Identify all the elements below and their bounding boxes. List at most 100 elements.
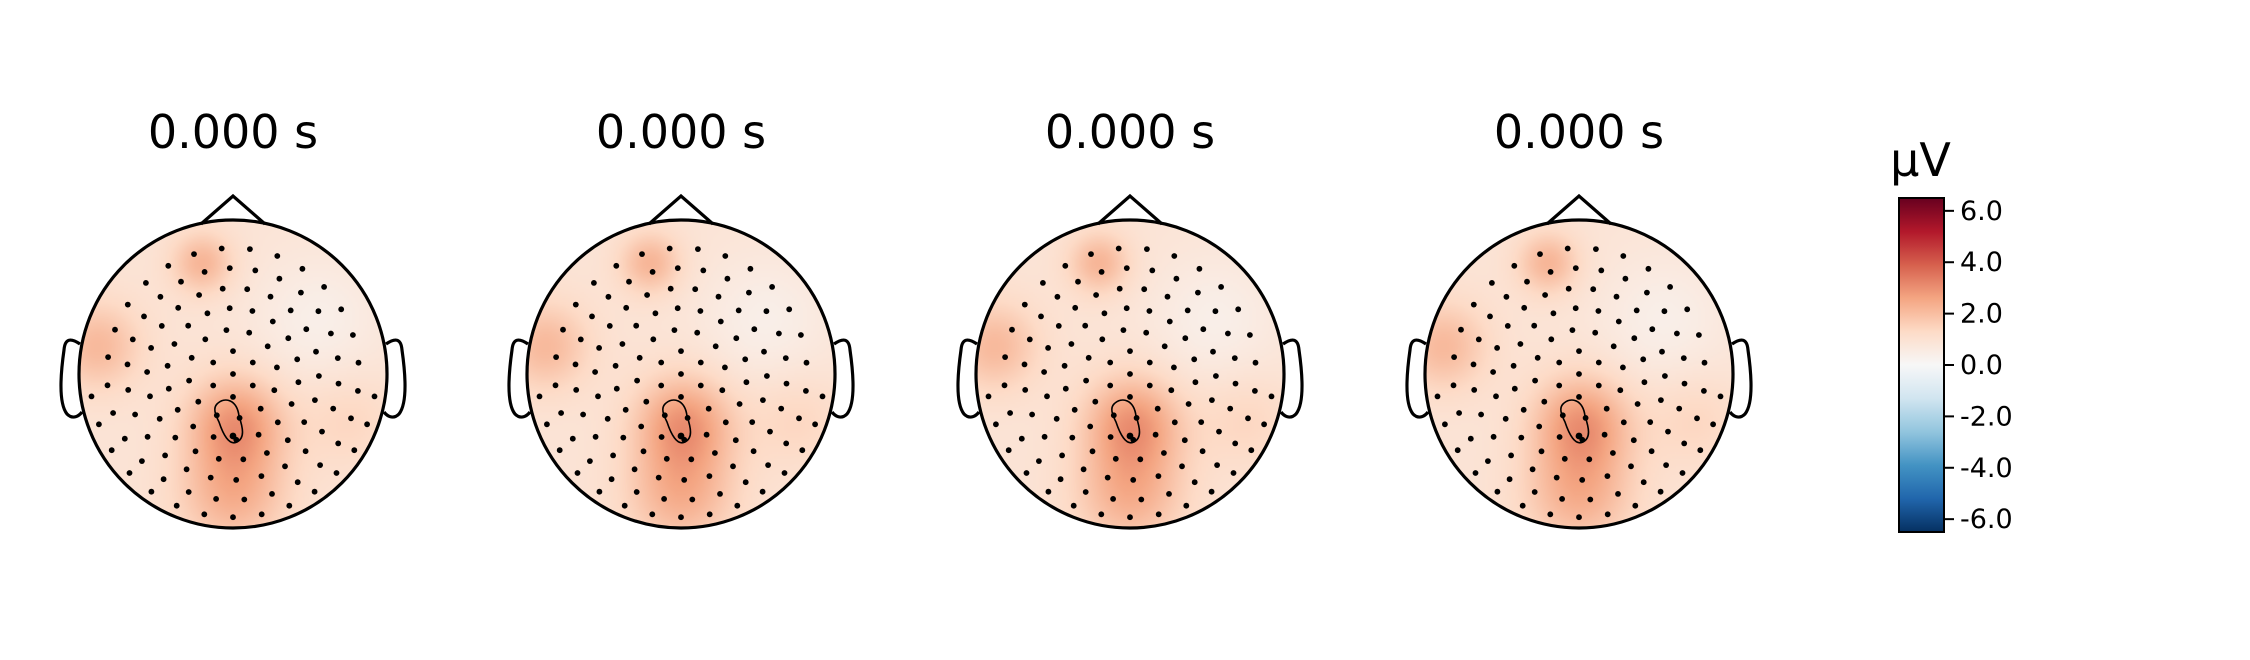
highlight-sensor xyxy=(1126,432,1134,440)
sensor-point xyxy=(1093,292,1099,298)
sensor-point xyxy=(761,348,767,355)
sensor-point xyxy=(1595,308,1602,314)
sensor-point xyxy=(692,286,699,293)
sensor-point xyxy=(132,411,139,418)
sensor-point xyxy=(316,373,322,379)
sensor-point xyxy=(658,359,665,366)
sensor-point xyxy=(1009,326,1015,333)
sensor-point xyxy=(1680,355,1687,361)
sensor-point xyxy=(302,448,309,455)
sensor-point xyxy=(185,322,192,329)
sensor-point xyxy=(1045,488,1052,495)
sensor-point xyxy=(569,435,576,442)
sensor-point xyxy=(1710,421,1716,428)
sensor-point xyxy=(249,308,256,314)
sensor-point xyxy=(763,308,770,315)
sensor-point xyxy=(264,343,271,350)
sensor-point xyxy=(230,394,236,400)
sensor-point xyxy=(1127,394,1133,400)
sensor-point xyxy=(649,269,656,275)
sensor-point xyxy=(282,463,288,470)
nose-outline xyxy=(1096,193,1164,226)
sensor-point xyxy=(156,415,163,422)
topomap-panel: 0.000 s xyxy=(956,105,1304,530)
sensor-point xyxy=(264,450,270,456)
sensor-point xyxy=(681,477,688,483)
sensor-point xyxy=(1196,265,1203,272)
sensor-point xyxy=(1576,371,1582,377)
sensor-point xyxy=(1232,440,1239,447)
sensor-point xyxy=(592,369,598,375)
sensor-point xyxy=(1247,332,1253,338)
sensor-point xyxy=(1487,313,1493,320)
sensor-group xyxy=(536,245,826,521)
sensor-point xyxy=(1146,308,1153,314)
sensor-point xyxy=(1044,393,1050,400)
sensor-point xyxy=(351,447,358,454)
sensor-point xyxy=(201,511,208,518)
sensor-point xyxy=(1701,388,1707,394)
sensor-point xyxy=(781,470,788,476)
sensor-point xyxy=(1633,307,1640,314)
sensor-point xyxy=(1208,488,1215,495)
sensor-point xyxy=(1556,434,1563,440)
sensor-point xyxy=(162,452,169,459)
sensor-point xyxy=(1694,415,1700,422)
sensor-point xyxy=(803,359,810,366)
sensor-point xyxy=(783,440,790,447)
sensor-point xyxy=(129,336,136,343)
sensor-point xyxy=(717,491,723,497)
sensor-point xyxy=(712,450,718,456)
sensor-point xyxy=(160,476,167,483)
sensor-point xyxy=(321,284,327,290)
sensor-point xyxy=(147,393,153,400)
sensor-point xyxy=(247,246,253,253)
sensor-point xyxy=(1120,327,1127,333)
sensor-point xyxy=(157,293,164,300)
sensor-point xyxy=(1604,473,1611,479)
sensor-point xyxy=(1062,385,1069,392)
sensor-point xyxy=(207,474,214,481)
sensor-point xyxy=(1152,431,1159,438)
sensor-point xyxy=(1045,345,1051,351)
sensor-point xyxy=(144,369,151,375)
sensor-point xyxy=(204,310,211,317)
sensor-point xyxy=(269,491,275,497)
sensor-point xyxy=(1171,364,1177,371)
sensor-point xyxy=(1191,356,1198,363)
sensor-point xyxy=(1149,267,1156,274)
sensor-point xyxy=(1489,280,1495,286)
sensor-point xyxy=(1632,502,1639,509)
sensor-point xyxy=(724,275,731,282)
sensor-point xyxy=(192,448,199,455)
sensor-point xyxy=(1123,265,1130,271)
sensor-point xyxy=(786,306,793,313)
sensor-point xyxy=(1001,382,1008,389)
sensor-point xyxy=(164,362,171,369)
sensor-point xyxy=(1645,265,1652,272)
sensor-point xyxy=(267,293,274,300)
sensor-point xyxy=(631,466,638,473)
sensor-point xyxy=(258,511,265,518)
sensor-point xyxy=(288,401,295,407)
sensor-point xyxy=(536,393,543,400)
sensor-point xyxy=(172,434,179,441)
sensor-point xyxy=(732,437,739,444)
sensor-point xyxy=(1442,421,1448,428)
sensor-point xyxy=(1146,359,1153,366)
sensor-point xyxy=(1173,275,1180,282)
sensor-group xyxy=(88,245,378,521)
sensor-point xyxy=(1110,496,1116,502)
topomap-panel: 0.000 s xyxy=(59,105,407,530)
sensor-point xyxy=(230,514,236,521)
sensor-point xyxy=(241,496,248,503)
sensor-point xyxy=(141,313,147,320)
sensor-point xyxy=(1615,491,1621,497)
sensor-point xyxy=(1192,379,1199,386)
sensor-point xyxy=(1101,310,1108,317)
sensor-point xyxy=(1089,448,1096,455)
sensor-point xyxy=(626,278,632,285)
sensor-point xyxy=(178,278,184,285)
sensor-point xyxy=(1235,306,1242,313)
sensor-point xyxy=(196,292,203,298)
